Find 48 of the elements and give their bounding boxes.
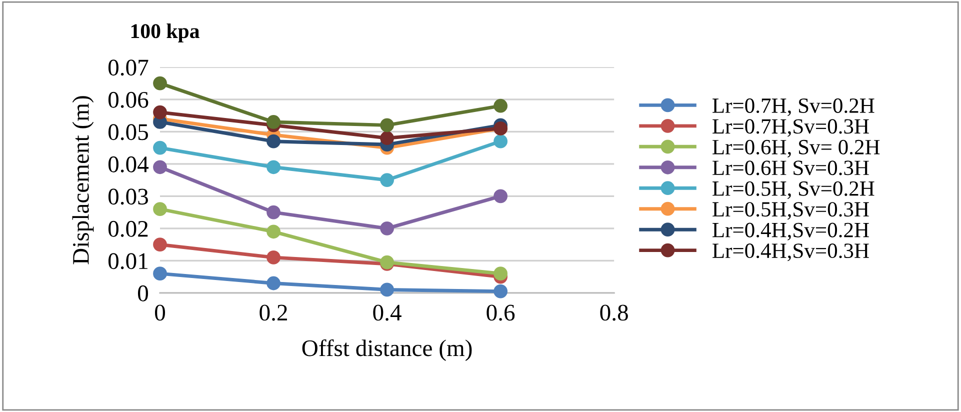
legend-label: Lr=0.4H,Sv=0.3H: [712, 244, 869, 262]
x-tick-label: 0.2: [260, 304, 287, 321]
legend-label: Lr=0.5H, Sv=0.2H: [712, 181, 874, 199]
point: [153, 238, 167, 252]
legend-label: Lr=0.6H Sv=0.3H: [712, 160, 869, 176]
x-tick-label: 0.6: [486, 304, 515, 321]
y-tick-label: 0.06: [108, 92, 148, 108]
y-tick-label: 0.02: [108, 220, 148, 237]
x-tick-label: 0: [155, 304, 166, 321]
point: [153, 105, 167, 120]
point: [266, 134, 280, 148]
y-tick-label: 0: [138, 285, 148, 302]
point: [153, 266, 167, 281]
point: [494, 189, 508, 204]
legend-label: Lr=0.4H,Sv=0.2H: [712, 222, 869, 240]
chart-title: 100 kpa: [131, 24, 200, 42]
point: [266, 160, 280, 174]
x-tick-label: 0.4: [373, 304, 402, 321]
legend-label: Lr=0.7H, Sv=0.2H: [712, 98, 874, 116]
point: [266, 250, 280, 264]
point: [266, 115, 280, 129]
point: [153, 160, 167, 174]
y-tick-label: 0.03: [108, 188, 148, 205]
y-tick-label: 0.01: [108, 253, 148, 270]
y-axis-title: Displacement (m): [72, 96, 94, 264]
point: [266, 224, 280, 239]
point: [380, 173, 394, 187]
point: [494, 266, 508, 281]
point: [153, 140, 167, 155]
y-tick-label: 0.07: [108, 60, 148, 76]
point: [494, 98, 508, 113]
x-tick-label: 0.8: [600, 304, 628, 321]
y-tick-label: 0.05: [108, 124, 148, 140]
point: [266, 205, 280, 220]
y-tick-label: 0.04: [108, 156, 149, 172]
legend-label: Lr=0.6H, Sv= 0.2H: [712, 140, 880, 158]
point: [494, 284, 508, 298]
point: [380, 118, 394, 132]
point: [380, 282, 394, 297]
point: [266, 276, 280, 290]
point: [380, 131, 394, 146]
point: [153, 202, 167, 216]
point: [494, 134, 508, 148]
legend-label: Lr=0.7H,Sv=0.3H: [712, 119, 869, 137]
legend-label: Lr=0.5H,Sv=0.3H: [712, 202, 869, 220]
x-axis-title: Offst distance (m): [302, 339, 472, 361]
point: [380, 221, 394, 236]
point: [153, 76, 167, 90]
